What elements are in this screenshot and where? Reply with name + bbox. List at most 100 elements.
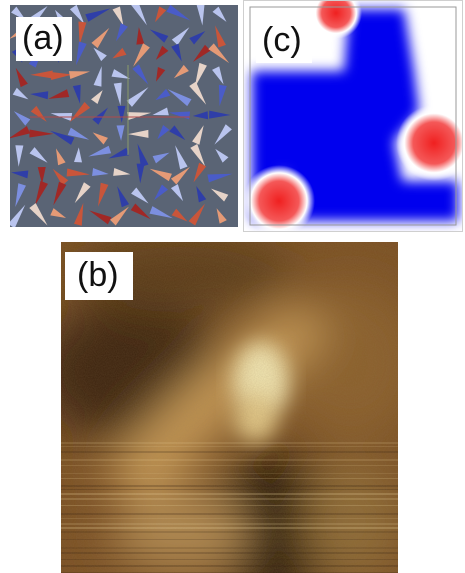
spin-cone-icon [92,107,109,125]
spin-cone-icon [30,70,53,79]
spin-cone-icon [207,173,233,183]
panel-b-label: (b) [65,252,133,300]
hotspot-bottom-left [244,165,315,231]
panel-a-label: (a) [16,17,72,61]
spin-cone-icon [12,87,29,100]
spin-cone-icon [136,163,145,184]
spin-cone-icon [117,105,126,123]
spin-cone-icon [48,89,70,99]
spin-cone-icon [149,206,173,219]
spin-cone-icon [113,167,131,176]
spin-cone-icon [131,187,149,204]
spin-cone-icon [169,125,186,141]
spin-cone-icon [214,124,232,145]
spin-cone-icon [91,27,110,49]
spin-cone-icon [73,202,84,226]
hotspot-top-left [310,1,362,39]
panel-b-microscopy-image: (b) [61,242,398,573]
spin-cone-icon [89,210,112,225]
spin-cone-icon [112,6,124,26]
spin-cone-icon [117,186,130,208]
spin-cone-icon [85,8,111,22]
spin-cone-icon [193,44,211,62]
spin-cone-icon [149,29,169,43]
spin-cone-icon [52,168,69,186]
spin-cone-icon [196,5,205,26]
spin-cone-icon [10,204,26,227]
spin-cone-icon [92,132,108,145]
spin-cone-icon [53,181,67,206]
spin-cone-icon [113,82,122,106]
spin-cone-icon [29,203,48,226]
density-heatmap [244,1,462,231]
spin-cone-icon [194,62,207,88]
spin-cone-icon [210,188,229,202]
spin-cone-icon [37,166,46,184]
spin-cone-icon [15,145,24,167]
spin-cone-icon [218,84,227,107]
panel-c-density-map: (c) [243,0,463,232]
spin-cone-icon [68,71,90,80]
spin-cone-icon [152,107,169,116]
spin-cone-icon [193,162,207,183]
spin-cone-icon [130,5,147,26]
spin-cone-icon [92,168,109,176]
spin-cone-icon [212,6,227,22]
spin-cone-icon [196,185,207,203]
spin-cone-icon [170,166,190,185]
spin-cone-icon [188,203,206,226]
spin-cone-icon [155,6,167,23]
spin-cone-icon [190,143,206,167]
spin-cone-icon [175,145,188,170]
spin-cone-icon [91,90,103,105]
spin-cone-icon [209,110,231,119]
spin-cone-icon [30,91,49,100]
spin-cone-icon [74,182,91,204]
spin-cone-icon [50,208,67,219]
spin-cone-icon [149,168,172,182]
spin-cone-icon [29,129,54,138]
spin-cone-icon [88,145,112,157]
spin-cone-icon [93,66,102,87]
spin-cone-icon [208,43,230,64]
spin-cone-icon [173,64,189,79]
panel-a-spin-texture: (a) [10,5,238,227]
spin-cone-icon [130,203,151,220]
spin-cone-icon [192,111,209,120]
spin-cone-icon [72,84,81,104]
spin-cone-icon [170,184,184,202]
spin-cone-icon [128,129,149,138]
spin-cone-icon [154,184,169,201]
spin-cone-icon [116,125,125,141]
spin-cone-icon [55,148,66,166]
spin-cone-icon [137,143,149,167]
spin-cone-icon [75,41,87,66]
spin-cone-icon [10,126,31,139]
panel-c-label: (c) [256,19,312,63]
spin-cone-icon [78,21,87,46]
spin-cone-icon [111,69,131,79]
spin-cone-icon [152,152,170,164]
hotspot-right [396,105,462,181]
spin-cone-icon [126,87,149,107]
spin-cone-icon [216,208,227,224]
spin-cone-icon [133,43,150,67]
spin-cone-icon [13,111,31,126]
spin-cone-icon [15,67,28,88]
spin-arrow-field [10,5,238,227]
blue-top-column [354,9,404,89]
spin-cone-icon [34,180,49,206]
spin-cone-icon [50,130,75,145]
spin-cone-icon [15,183,26,207]
spin-cone-icon [116,23,128,42]
spin-cone-icon [98,182,109,207]
spin-cone-icon [11,170,29,179]
spin-cone-icon [132,64,149,85]
spin-cone-icon [167,89,192,107]
spin-cone-icon [50,71,73,80]
spin-cone-icon [66,168,90,177]
spin-cone-icon [215,148,229,163]
spin-cone-icon [212,66,224,85]
spin-cone-icon [136,27,145,45]
spin-cone-icon [74,147,83,163]
